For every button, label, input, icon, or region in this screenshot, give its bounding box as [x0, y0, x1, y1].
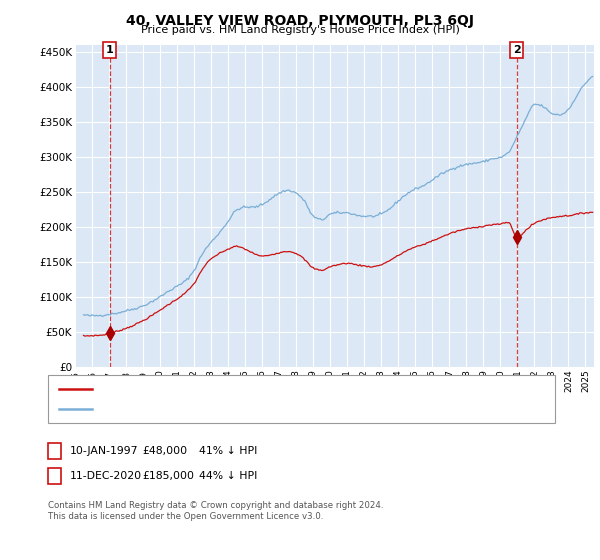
Text: 2: 2 [51, 471, 58, 481]
Text: 40, VALLEY VIEW ROAD, PLYMOUTH, PL3 6QJ (detached house): 40, VALLEY VIEW ROAD, PLYMOUTH, PL3 6QJ … [98, 385, 409, 394]
Text: Price paid vs. HM Land Registry's House Price Index (HPI): Price paid vs. HM Land Registry's House … [140, 25, 460, 35]
Text: 44% ↓ HPI: 44% ↓ HPI [199, 471, 257, 481]
Text: HPI: Average price, detached house, City of Plymouth: HPI: Average price, detached house, City… [98, 404, 365, 414]
Text: 10-JAN-1997: 10-JAN-1997 [70, 446, 139, 456]
Text: 1: 1 [51, 446, 58, 456]
Text: 2: 2 [513, 45, 520, 55]
Text: £185,000: £185,000 [142, 471, 194, 481]
Text: 41% ↓ HPI: 41% ↓ HPI [199, 446, 257, 456]
Text: Contains HM Land Registry data © Crown copyright and database right 2024.
This d: Contains HM Land Registry data © Crown c… [48, 501, 383, 521]
Text: 40, VALLEY VIEW ROAD, PLYMOUTH, PL3 6QJ: 40, VALLEY VIEW ROAD, PLYMOUTH, PL3 6QJ [126, 14, 474, 28]
Text: 11-DEC-2020: 11-DEC-2020 [70, 471, 142, 481]
Text: £48,000: £48,000 [142, 446, 187, 456]
Text: 1: 1 [106, 45, 113, 55]
